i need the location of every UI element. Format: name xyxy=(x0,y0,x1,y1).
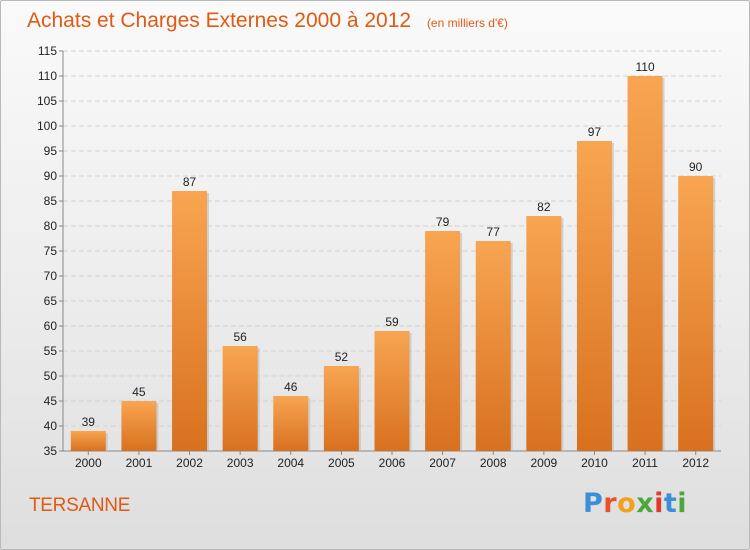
y-tick-label: 90 xyxy=(44,169,58,183)
y-tick-label: 75 xyxy=(44,244,58,258)
place-name: TERSANNE xyxy=(29,495,131,516)
x-tick-label: 2010 xyxy=(581,456,608,470)
bar-value-label: 87 xyxy=(183,175,197,189)
x-tick-label: 2008 xyxy=(480,456,507,470)
bar-value-label: 82 xyxy=(537,200,551,214)
y-tick-label: 50 xyxy=(44,369,58,383)
proxiti-logo: Proxiti xyxy=(583,488,687,519)
logo-letter: P xyxy=(583,488,604,519)
x-tick-label: 2001 xyxy=(126,456,153,470)
bar xyxy=(526,216,562,451)
y-tick-label: 115 xyxy=(38,44,57,58)
x-tick-label: 2002 xyxy=(176,456,203,470)
bar-value-label: 79 xyxy=(436,215,450,229)
bar xyxy=(121,401,157,451)
y-tick-label: 80 xyxy=(44,219,58,233)
bar xyxy=(475,241,511,451)
x-tick-label: 2011 xyxy=(632,456,658,470)
bar xyxy=(172,191,208,451)
y-tick-label: 40 xyxy=(44,419,58,433)
x-tick-label: 2012 xyxy=(682,456,709,470)
bar-value-label: 39 xyxy=(82,415,96,429)
x-tick-label: 2006 xyxy=(379,456,406,470)
bar xyxy=(323,366,359,451)
bar xyxy=(222,346,258,451)
logo-letter: i xyxy=(677,488,688,519)
x-tick-label: 2004 xyxy=(277,456,304,470)
y-tick-label: 65 xyxy=(44,294,58,308)
x-tick-label: 2007 xyxy=(429,456,456,470)
logo-letter: r xyxy=(603,488,618,519)
bar-value-label: 45 xyxy=(132,385,146,399)
bar xyxy=(678,176,714,451)
bar-value-label: 97 xyxy=(588,125,602,139)
bar xyxy=(374,331,410,451)
bar xyxy=(70,431,106,451)
bar-value-label: 52 xyxy=(335,350,349,364)
bar-value-label: 56 xyxy=(233,330,247,344)
bar-value-label: 59 xyxy=(385,315,399,329)
chart-title: Achats et Charges Externes 2000 à 2012 (… xyxy=(27,9,508,33)
logo-letter: i xyxy=(654,488,664,519)
bar-value-label: 110 xyxy=(636,60,655,74)
logo-letter: t xyxy=(663,488,678,519)
bar xyxy=(627,76,663,451)
y-tick-label: 60 xyxy=(44,319,58,333)
bar-value-label: 90 xyxy=(689,160,703,174)
bar xyxy=(425,231,461,451)
logo-letter: x xyxy=(636,488,655,519)
chart-title-text: Achats et Charges Externes 2000 à 2012 xyxy=(27,9,412,32)
y-tick-label: 85 xyxy=(44,194,58,208)
y-tick-label: 105 xyxy=(37,94,57,108)
bar xyxy=(576,141,612,451)
bar xyxy=(273,396,309,451)
y-tick-label: 35 xyxy=(44,444,58,458)
y-tick-label: 110 xyxy=(38,69,57,83)
x-tick-label: 2009 xyxy=(530,456,557,470)
y-tick-label: 95 xyxy=(44,144,58,158)
y-tick-label: 70 xyxy=(44,269,58,283)
chart-unit-note: (en milliers d'€) xyxy=(426,16,508,30)
bar-value-label: 46 xyxy=(284,380,298,394)
y-tick-label: 100 xyxy=(37,119,57,133)
x-tick-label: 2005 xyxy=(328,456,355,470)
y-tick-label: 55 xyxy=(44,344,58,358)
y-tick-label: 45 xyxy=(44,394,58,408)
logo-letter: o xyxy=(617,488,637,519)
bar-value-label: 77 xyxy=(487,225,501,239)
x-tick-label: 2000 xyxy=(75,456,102,470)
x-tick-label: 2003 xyxy=(227,456,254,470)
